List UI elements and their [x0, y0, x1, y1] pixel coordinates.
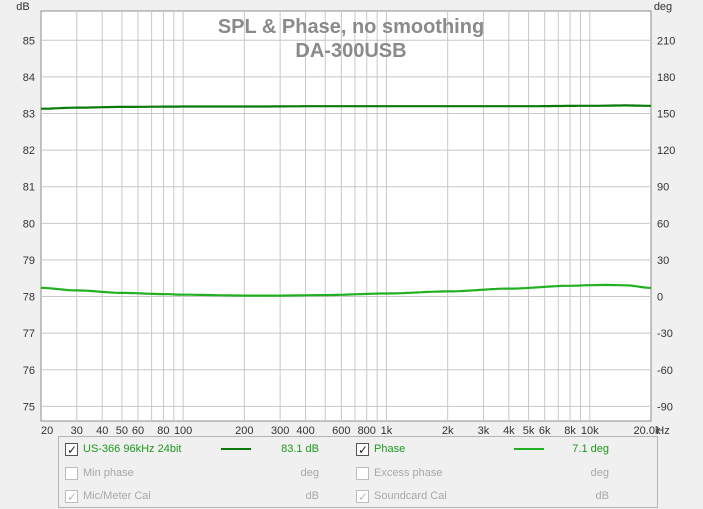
y-left-tick-label: 75: [23, 401, 35, 413]
x-tick-label: 100: [174, 425, 192, 436]
y-right-tick-label: -60: [657, 365, 673, 377]
y-right-tick-label: 180: [657, 72, 675, 84]
spl-series-label: US-366 96kHz 24bit: [83, 443, 182, 455]
x-tick-label: 2k: [442, 425, 454, 436]
y-right-tick-label: 120: [657, 145, 675, 157]
x-tick-label: 8k: [564, 425, 576, 436]
x-tick-label: 800: [358, 425, 376, 436]
x-tick-label: 300: [271, 425, 289, 436]
x-tick-label: 80: [157, 425, 169, 436]
phase-line-swatch[interactable]: [514, 448, 544, 450]
x-tick-label: 1k: [381, 425, 393, 436]
spl-line-swatch[interactable]: [221, 448, 251, 450]
spl-phase-chart: 75 76 77 78 79 80 81 82 83 84 85 -90 -60 -30 0 30 60 90 12…: [16, 1, 675, 436]
phase-value: 7.1 deg: [572, 443, 609, 455]
soundcard-cal-label: Soundcard Cal: [374, 490, 447, 502]
x-tick-label: 200: [235, 425, 253, 436]
y-left-tick-label: 80: [23, 218, 35, 230]
y-right-tick-label: -30: [657, 328, 673, 340]
excess-phase-label: Excess phase: [374, 467, 443, 479]
y-left-axis-label: dB: [16, 1, 29, 13]
x-tick-label: 50: [116, 425, 128, 436]
x-tick-label: 3k: [478, 425, 490, 436]
y-left-tick-label: 84: [23, 72, 35, 84]
y-left-tick-label: 82: [23, 145, 35, 157]
legend-row-cal: ✓ Mic/Meter Cal dB ✓ Soundcard Cal dB: [59, 487, 657, 505]
x-tick-label: 4k: [503, 425, 515, 436]
legend-row-min-phase: Min phase deg Excess phase deg: [59, 464, 657, 482]
legend-panel: ✓ US-366 96kHz 24bit 83.1 dB ✓ Phase 7.1…: [58, 436, 658, 508]
excess-phase-unit: deg: [590, 467, 609, 479]
x-tick-label: 600: [332, 425, 350, 436]
x-tick-label: 10k: [581, 425, 599, 436]
excess-phase-checkbox[interactable]: [356, 467, 369, 480]
soundcard-cal-unit: dB: [595, 490, 609, 502]
legend-row-spl: ✓ US-366 96kHz 24bit 83.1 dB ✓ Phase 7.1…: [59, 440, 657, 458]
y-left-tick-label: 85: [23, 35, 35, 47]
x-axis-unit-label: Hz: [656, 425, 669, 436]
y-left-tick-label: 79: [23, 255, 35, 267]
y-right-tick-label: 30: [657, 255, 669, 267]
x-tick-label: 20.0k: [634, 425, 661, 436]
plot-area: [40, 10, 652, 422]
min-phase-checkbox[interactable]: [65, 467, 78, 480]
chart-title: SPL & Phase, no smoothing: [218, 16, 484, 38]
check-icon: ✓: [67, 490, 78, 504]
x-tick-label: 30: [71, 425, 83, 436]
y-right-tick-label: 60: [657, 218, 669, 230]
min-phase-unit: deg: [300, 467, 319, 479]
y-left-tick-label: 83: [23, 109, 35, 121]
x-tick-label: 60: [132, 425, 144, 436]
x-tick-label: 400: [296, 425, 314, 436]
mic-meter-cal-checkbox[interactable]: ✓: [65, 490, 78, 504]
x-tick-label: 5k: [523, 425, 535, 436]
y-right-tick-label: -90: [657, 401, 673, 413]
spl-visibility-checkbox[interactable]: ✓: [65, 443, 78, 457]
phase-series-label: Phase: [374, 443, 406, 455]
y-right-tick-label: 150: [657, 109, 675, 121]
mic-meter-cal-label: Mic/Meter Cal: [83, 490, 151, 502]
min-phase-label: Min phase: [83, 467, 134, 479]
spl-series-line: [41, 104, 651, 110]
check-icon: ✓: [358, 490, 369, 504]
y-left-tick-label: 76: [23, 365, 35, 377]
phase-series-line: [41, 283, 652, 297]
check-icon: ✓: [358, 443, 369, 457]
soundcard-cal-checkbox[interactable]: ✓: [356, 490, 369, 504]
x-tick-label: 40: [96, 425, 108, 436]
spl-value: 83.1 dB: [281, 443, 319, 455]
chart-subtitle: DA-300USB: [295, 40, 406, 62]
y-right-axis-label: deg: [654, 1, 672, 13]
y-right-tick-label: 210: [657, 35, 675, 47]
x-tick-label: 20: [41, 425, 53, 436]
check-icon: ✓: [67, 443, 78, 457]
y-left-tick-label: 81: [23, 182, 35, 194]
y-right-tick-label: 90: [657, 182, 669, 194]
phase-visibility-checkbox[interactable]: ✓: [356, 443, 369, 457]
x-tick-label: 6k: [539, 425, 551, 436]
y-left-tick-label: 77: [23, 328, 35, 340]
y-right-tick-label: 0: [657, 292, 663, 304]
mic-meter-cal-unit: dB: [305, 490, 319, 502]
y-left-tick-label: 78: [23, 292, 35, 304]
